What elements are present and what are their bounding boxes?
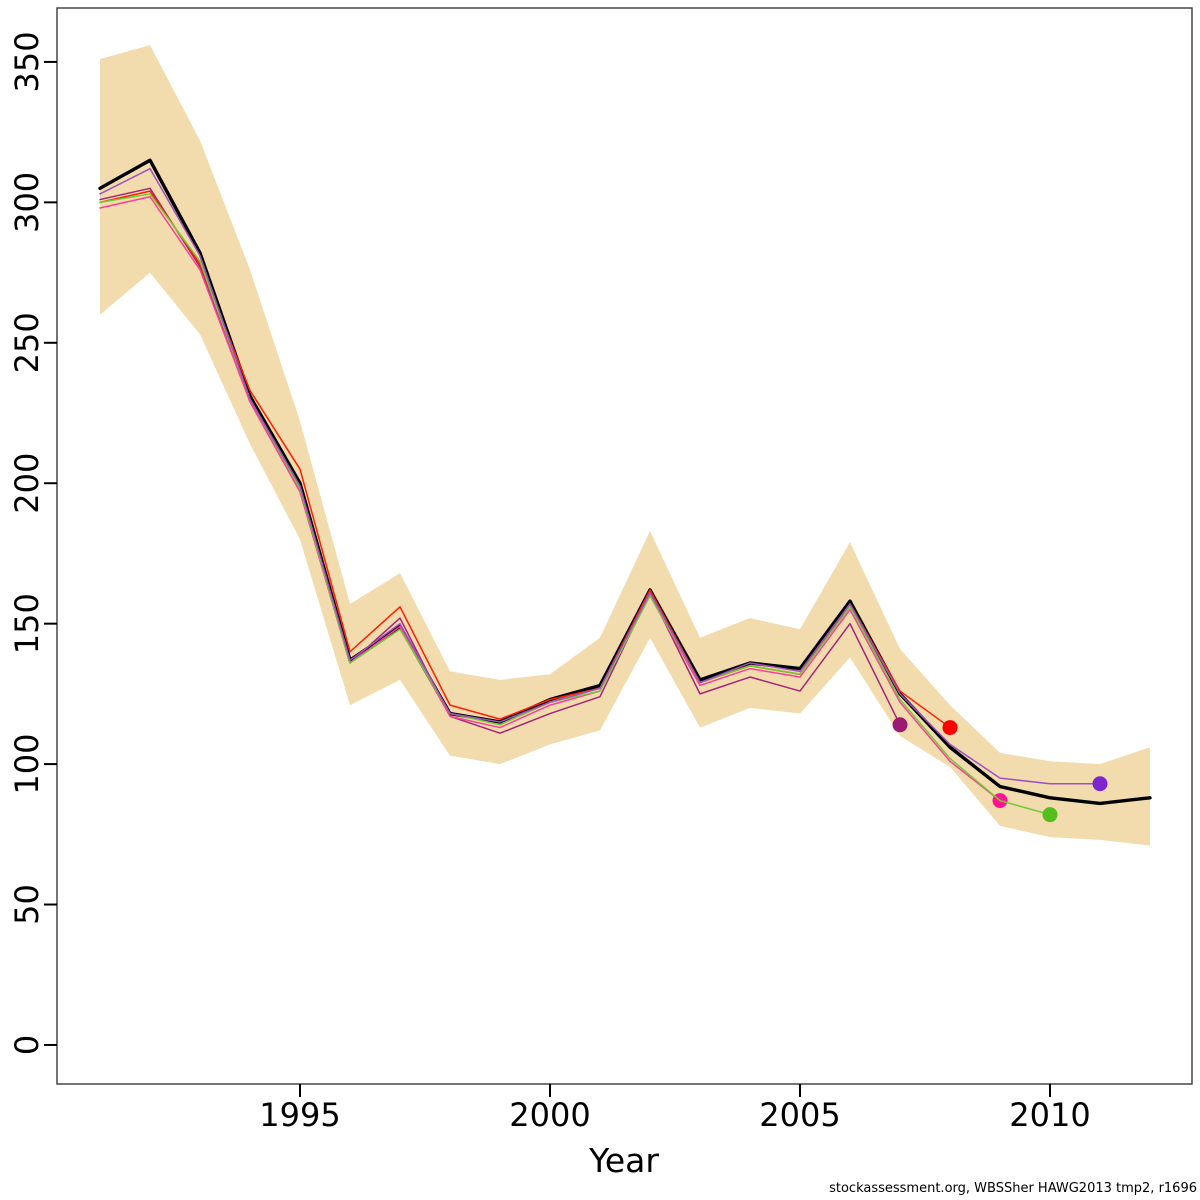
series-line-final-run-2012 <box>98 158 1152 806</box>
y-tick-label: 50 <box>8 884 46 925</box>
series-line-retro-2009 <box>99 195 1001 802</box>
y-tick-label: 350 <box>8 31 46 92</box>
y-tick-label: 0 <box>8 1035 46 1055</box>
x-axis-title: Year <box>588 1141 659 1180</box>
x-tick-label: 2010 <box>1009 1096 1090 1134</box>
series-line-retro-2011 <box>99 167 1101 785</box>
y-tick-label: 250 <box>8 312 46 373</box>
x-tick-label: 2005 <box>759 1096 840 1134</box>
endpoint-dot-retro-2007 <box>892 717 908 733</box>
y-tick-label: 300 <box>8 172 46 233</box>
y-tick-label: 200 <box>8 453 46 514</box>
endpoint-dot-retro-2011 <box>1092 776 1108 792</box>
confidence-band <box>100 45 1150 846</box>
x-tick-label: 2000 <box>509 1096 590 1134</box>
endpoint-dot-retro-2008 <box>942 720 958 736</box>
caption: stockassessment.org, WBSSher HAWG2013 tm… <box>829 1181 1197 1196</box>
plot-layer: 0 50 100 150 200 250 300 350 1995 2000 2005 2010 <box>8 7 1193 1134</box>
y-tick-label: 100 <box>8 734 46 795</box>
endpoint-dot-retro-2010 <box>1042 807 1058 823</box>
plot-border <box>56 7 1193 1085</box>
y-tick-label: 150 <box>8 593 46 654</box>
x-tick-label: 1995 <box>259 1096 340 1134</box>
